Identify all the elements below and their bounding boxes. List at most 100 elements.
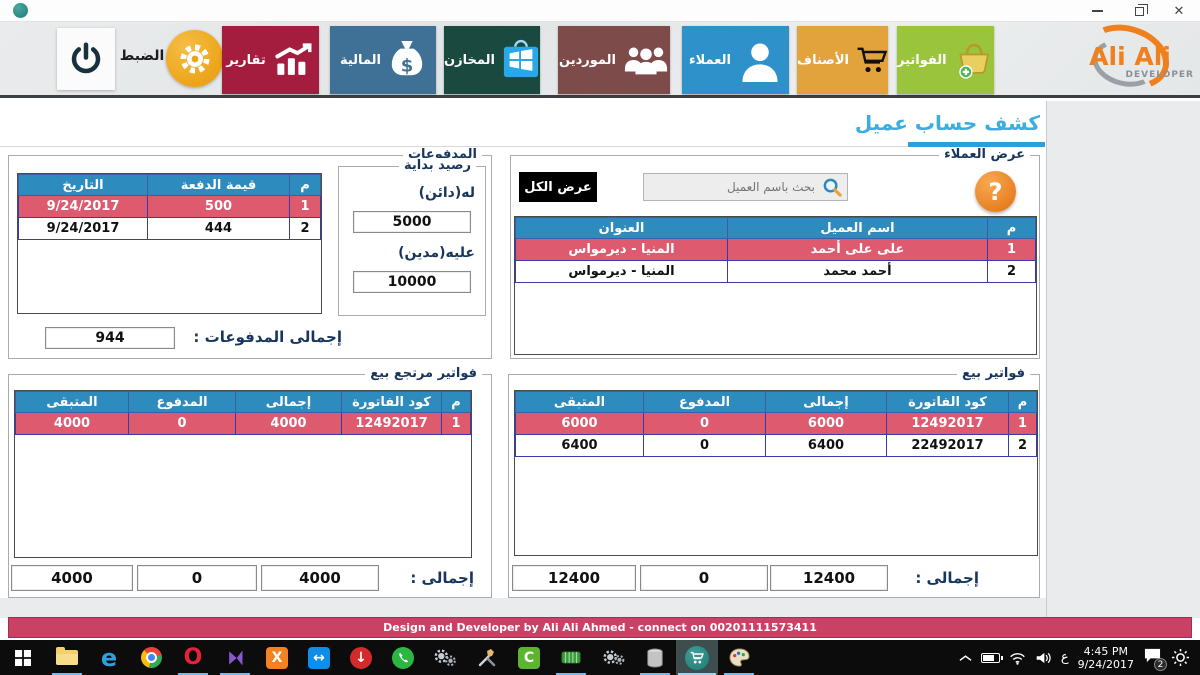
cell-remaining: 6000 [515, 412, 644, 435]
taskbar-clock[interactable]: 4:45 PM 9/24/2017 [1078, 645, 1134, 671]
returns-remaining-total-field[interactable]: 4000 [11, 565, 133, 591]
sales-invoices-table-box: م كود الفاتورة إجمالى المدفوع المتبقى 1 … [514, 390, 1038, 556]
taskbar-database[interactable] [634, 640, 676, 675]
taskbar-chrome[interactable] [130, 640, 172, 675]
invoices-remaining-total-field[interactable]: 12400 [512, 565, 636, 591]
cell-paid: 0 [128, 412, 236, 435]
restore-button[interactable] [1122, 0, 1156, 22]
minimize-button[interactable] [1080, 0, 1114, 22]
chart-icon [275, 43, 312, 75]
toolbar-button-finance[interactable]: المالية $ [330, 26, 436, 94]
invoices-header-row: م كود الفاتورة إجمالى المدفوع المتبقى [515, 391, 1037, 413]
sales-invoices-table: م كود الفاتورة إجمالى المدفوع المتبقى 1 … [515, 391, 1037, 457]
taskbar-edge[interactable]: e [88, 640, 130, 675]
payment-row[interactable]: 2 444 9/24/2017 [18, 217, 321, 240]
opening-balance-title: رصيد بداية [399, 158, 476, 173]
taskbar-downloader[interactable]: ↓ [340, 640, 382, 675]
teamviewer-icon: ↔ [308, 646, 330, 669]
search-icon[interactable] [822, 177, 843, 198]
language-indicator[interactable]: ع [1060, 650, 1069, 665]
taskbar-dev-tools[interactable] [466, 640, 508, 675]
brightness-icon[interactable] [1171, 648, 1190, 667]
taskbar-active-app[interactable] [676, 640, 718, 675]
invoices-label: الفواتير [897, 52, 947, 68]
sale-invoice-row[interactable]: 2 22492017 6400 0 6400 [515, 434, 1037, 457]
taskbar-teamviewer[interactable]: ↔ [298, 640, 340, 675]
payments-table-box: م قيمة الدفعة التاريخ 1 500 9/24/2017 2 … [17, 173, 322, 314]
toolbar-button-stores[interactable]: المخازن [444, 26, 540, 94]
power-label: الضبط [119, 48, 165, 64]
taskbar-paint[interactable] [718, 640, 760, 675]
start-button[interactable] [0, 640, 46, 675]
wifi-icon[interactable] [1009, 651, 1026, 665]
gear-icon [180, 44, 209, 73]
customer-row[interactable]: 2 أحمد محمد المنيا - ديرمواس [515, 260, 1036, 283]
taskbar-visual-studio[interactable] [214, 640, 256, 675]
customer-row[interactable]: 1 على على أحمد المنيا - ديرمواس [515, 238, 1036, 261]
payment-row[interactable]: 1 500 9/24/2017 [18, 195, 321, 218]
debit-value-field[interactable]: 10000 [353, 271, 471, 293]
help-button[interactable]: ? [975, 171, 1016, 212]
cell-address: المنيا - ديرمواس [515, 260, 728, 283]
returns-paid-total-field[interactable]: 0 [137, 565, 257, 591]
sale-invoice-row[interactable]: 1 12492017 6000 0 6000 [515, 412, 1037, 435]
taskbar-settings-2[interactable] [592, 640, 634, 675]
customers-header-row: م اسم العميل العنوان [515, 217, 1036, 239]
volume-icon[interactable] [1035, 651, 1052, 665]
people-icon [624, 47, 668, 75]
svg-text:$: $ [401, 55, 414, 76]
cell-num: 2 [289, 217, 321, 240]
show-all-button[interactable]: عرض الكل [519, 172, 597, 202]
taskbar-file-explorer[interactable] [46, 640, 88, 675]
battery-icon[interactable] [980, 652, 1003, 663]
invoices-paid-total-field[interactable]: 0 [640, 565, 768, 591]
payments-total-field[interactable]: 944 [45, 327, 175, 349]
toolbar-button-invoices[interactable]: الفواتير [897, 26, 994, 94]
tray-expand-icon[interactable] [959, 654, 972, 662]
search-input[interactable] [643, 173, 848, 201]
system-tray: ع 4:45 PM 9/24/2017 2 [959, 640, 1200, 675]
sales-returns-table: م كود الفاتورة إجمالى المدفوع المتبقى 1 … [15, 391, 471, 435]
items-label: الأصناف [797, 52, 849, 68]
cell-date: 9/24/2017 [18, 195, 148, 218]
developer-footer: Design and Developer by Ali Ali Ahmed - … [8, 617, 1192, 638]
taskbar-settings-app[interactable] [424, 640, 466, 675]
taskbar-xampp[interactable]: X [256, 640, 298, 675]
taskbar-hardware-monitor[interactable] [550, 640, 592, 675]
toolbar-button-items[interactable]: الأصناف [797, 26, 888, 94]
cell-num: 1 [289, 195, 321, 218]
col-remaining: المتبقى [15, 391, 129, 413]
toolbar-button-reports[interactable]: تقارير [222, 26, 319, 94]
app-cart-icon [685, 645, 709, 670]
settings-gear-button[interactable] [166, 30, 223, 87]
payments-total-label: إجمالى المدفوعات : [193, 328, 342, 346]
sales-returns-table-box: م كود الفاتورة إجمالى المدفوع المتبقى 1 … [14, 390, 472, 558]
database-icon [647, 648, 663, 667]
invoices-grand-total-field[interactable]: 12400 [770, 565, 888, 591]
cell-code: 22492017 [886, 434, 1009, 457]
taskbar-camtasia[interactable]: C [508, 640, 550, 675]
return-invoice-row[interactable]: 1 12492017 4000 0 4000 [15, 412, 471, 435]
taskbar-whatsapp[interactable] [382, 640, 424, 675]
close-button[interactable]: ✕ [1162, 0, 1196, 22]
cell-num: 1 [987, 238, 1036, 261]
app-icon [13, 3, 28, 18]
developer-logo: Ali Ali DEVELOPER [1062, 14, 1198, 100]
windows-store-icon [503, 39, 539, 78]
power-button[interactable] [57, 28, 115, 90]
tools-icon [478, 648, 496, 666]
customer-search [643, 173, 848, 201]
cell-date: 9/24/2017 [18, 217, 148, 240]
cell-total: 6000 [765, 412, 887, 435]
gears-icon [603, 649, 625, 665]
notification-center[interactable]: 2 [1143, 647, 1167, 671]
credit-value-field[interactable]: 5000 [353, 211, 471, 233]
toolbar-button-clients[interactable]: العملاء [682, 26, 789, 94]
page-title: كشف حساب عميل [854, 111, 1040, 135]
returns-grand-total-field[interactable]: 4000 [261, 565, 379, 591]
cell-num: 2 [987, 260, 1036, 283]
taskbar-opera[interactable]: O [172, 640, 214, 675]
cell-address: المنيا - ديرمواس [515, 238, 728, 261]
toolbar-button-suppliers[interactable]: الموردين [558, 26, 670, 94]
payments-table: م قيمة الدفعة التاريخ 1 500 9/24/2017 2 … [18, 174, 321, 240]
